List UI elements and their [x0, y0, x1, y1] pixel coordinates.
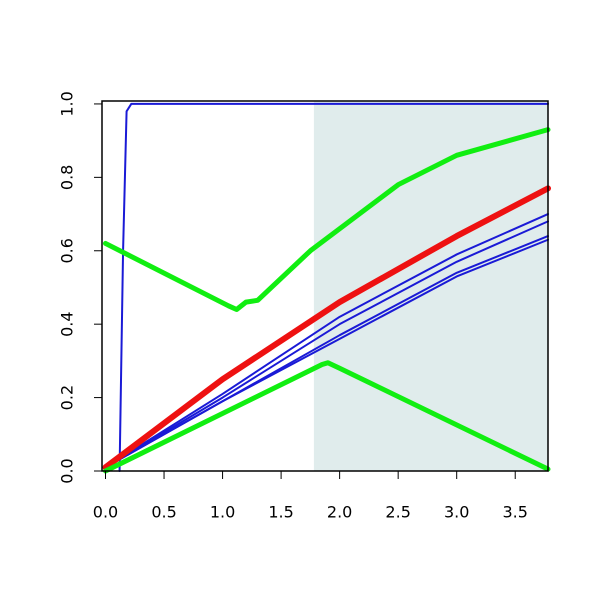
series-line [104, 238, 549, 469]
x-tick-label: 0.0 [93, 503, 118, 522]
x-tick-label: 1.5 [268, 503, 293, 522]
x-tick-label: 3.0 [444, 503, 469, 522]
x-tick-label: 1.0 [210, 503, 235, 522]
y-tick-label: 0.8 [58, 165, 77, 190]
series-line [118, 102, 549, 472]
series-line [103, 360, 551, 474]
x-tick-label: 2.5 [385, 503, 410, 522]
series-line [102, 185, 551, 471]
x-tick-label: 2.0 [327, 503, 352, 522]
plot-frame [101, 100, 549, 472]
y-tick-label: 0.4 [58, 311, 77, 336]
x-tick-label: 0.5 [151, 503, 176, 522]
y-tick-label: 0.0 [58, 458, 77, 483]
series-line [104, 213, 549, 469]
series-line [104, 220, 549, 469]
y-tick-label: 1.0 [58, 91, 77, 116]
y-tick-label: 0.2 [58, 385, 77, 410]
series-line [103, 127, 551, 312]
x-tick-label: 3.5 [502, 503, 527, 522]
y-tick-label: 0.6 [58, 238, 77, 263]
